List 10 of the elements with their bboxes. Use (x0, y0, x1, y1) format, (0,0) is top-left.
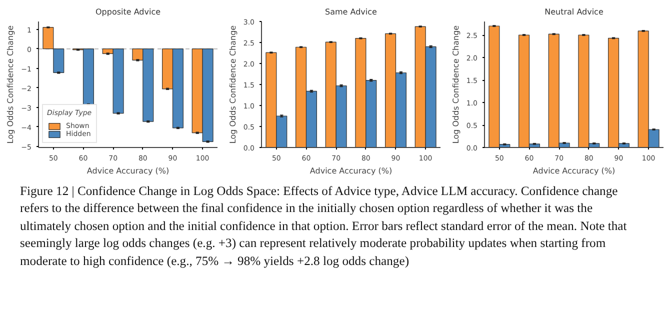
x-axis-title: Advice Accuracy (%) (86, 166, 170, 176)
y-axis-title: Log Odds Confidence Change (228, 25, 238, 144)
y-axis-title: Log Odds Confidence Change (6, 25, 16, 144)
chart-title: Opposite Advice (95, 8, 161, 16)
caption: Figure 12 | Confidence Change in Log Odds Space: Effects of Advice type, Advice LLM accuracy. Confidence change refers to the difference between the final confidence in the initially chosen option regardless of whether it was the ultimately chosen option and the initial confidence in that option. Error bars reflect standard error of the mean. Note that seemingly large log odds changes (e.g. +3) can represent relatively moderate probability updates when starting from moderate to high confidence (e.g., 75% → 98% yields +2.8 log odds change) (20, 183, 628, 270)
x-axis-title: Advice Accuracy (%) (310, 166, 392, 176)
chart-title: Same Advice (325, 8, 378, 16)
chart-title: Neutral Advice (544, 8, 604, 16)
x-axis-title: Advice Accuracy (%) (532, 166, 616, 176)
y-axis-title: Log Odds Confidence Change (451, 25, 460, 144)
